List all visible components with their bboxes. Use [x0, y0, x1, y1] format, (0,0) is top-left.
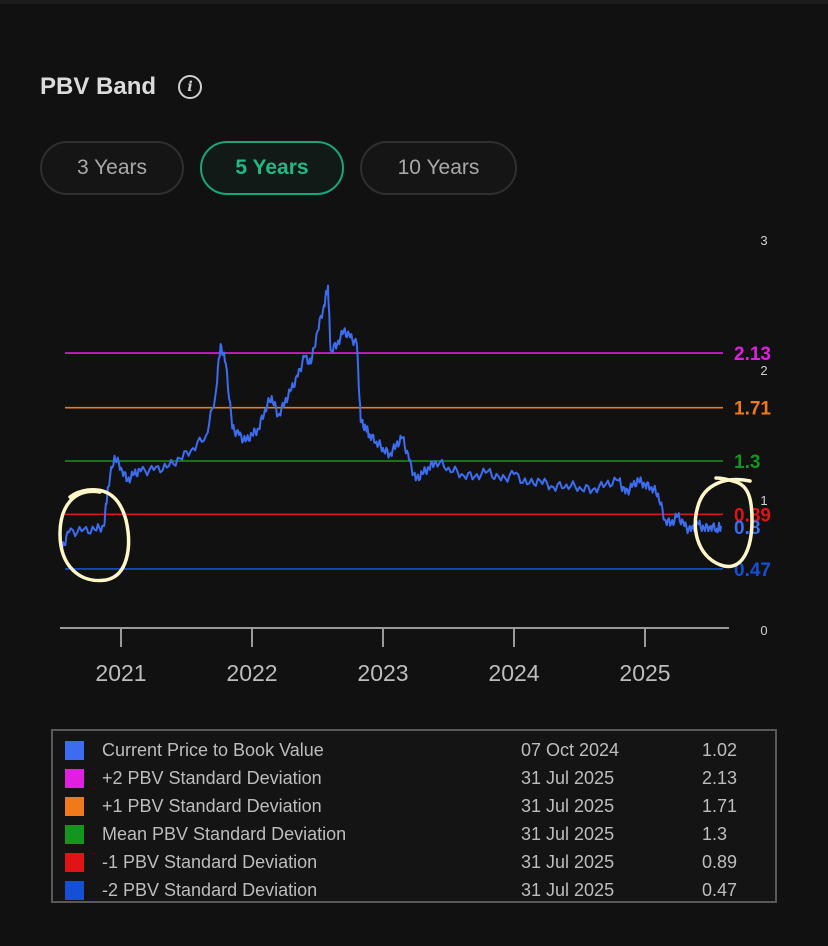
legend-label: -2 PBV Standard Deviation	[102, 880, 318, 900]
band-label-plus1: 1.71	[734, 399, 771, 420]
legend-row-plus1: +1 PBV Standard Deviation 31 Jul 2025 1.71	[53, 791, 775, 819]
y-tick-label: 1	[760, 493, 767, 508]
legend-label: +1 PBV Standard Deviation	[102, 796, 322, 816]
tab-label: 3 Years	[76, 156, 148, 179]
band-label-mean: 1.3	[734, 452, 760, 473]
annotation-circles	[58, 476, 754, 583]
x-tick-label: 2021	[95, 660, 146, 686]
legend-swatch	[65, 853, 84, 872]
legend-label: Mean PBV Standard Deviation	[102, 824, 347, 844]
legend-swatch	[65, 825, 84, 844]
legend-row-current: Current Price to Book Value 07 Oct 2024 1.…	[53, 735, 775, 763]
legend-label: Current Price to Book Value	[102, 740, 324, 760]
series-layer	[61, 284, 722, 550]
tab-label: 10 Years	[397, 156, 480, 179]
legend-value: 1.71	[702, 796, 738, 816]
band-label-plus2: 2.13	[734, 344, 771, 365]
x-tick-label: 2023	[357, 660, 408, 686]
band-lines	[65, 352, 723, 570]
legend-value: 2.13	[702, 768, 738, 788]
x-tick-label: 2024	[488, 660, 539, 686]
y-tick-label: 2	[760, 363, 767, 378]
legend-row-plus2: +2 PBV Standard Deviation 31 Jul 2025 2.13	[53, 763, 775, 791]
legend-swatch	[65, 797, 84, 816]
band-labels: 2.131.711.30.890.470.8	[734, 344, 771, 581]
legend-row-minus1: -1 PBV Standard Deviation 31 Jul 2025 0.89	[53, 847, 775, 875]
legend-swatch	[65, 881, 84, 900]
legend-table: Current Price to Book Value 07 Oct 2024 1.…	[51, 729, 777, 903]
tab-3-years[interactable]: 3 Years	[40, 141, 184, 195]
legend-date: 31 Jul 2025	[521, 852, 615, 872]
y-axis-ticks: 0 1 2 3	[760, 233, 767, 638]
legend-value: 1.3	[702, 824, 728, 844]
legend-swatch	[65, 741, 84, 760]
page-title: PBV Band	[40, 73, 157, 100]
series-line-current-pbv	[61, 284, 722, 550]
legend-label: +2 PBV Standard Deviation	[102, 768, 322, 788]
annotation-circle-right	[693, 476, 754, 569]
annotation-circle-left	[58, 488, 131, 583]
legend-date: 07 Oct 2024	[521, 740, 620, 760]
tab-10-years[interactable]: 10 Years	[360, 141, 517, 195]
x-axis: 2021 2022 2023 2024 2025	[60, 627, 729, 686]
legend-value: 0.47	[702, 880, 738, 900]
x-tick-label: 2022	[226, 660, 277, 686]
legend-label: -1 PBV Standard Deviation	[102, 852, 318, 872]
legend-swatch	[65, 769, 84, 788]
x-tick-label: 2025	[619, 660, 670, 686]
header: PBV Band i	[40, 70, 203, 104]
info-icon[interactable]: i	[178, 75, 203, 99]
legend-date: 31 Jul 2025	[521, 880, 615, 900]
band-label-minus2: 0.47	[734, 560, 771, 581]
tab-5-years[interactable]: 5 Years	[200, 141, 344, 195]
legend-value: 0.89	[702, 852, 738, 872]
current-value-label: 0.8	[734, 518, 760, 539]
top-strip	[0, 0, 828, 4]
y-tick-label: 3	[760, 233, 767, 248]
tab-label: 5 Years	[235, 156, 309, 179]
legend-row-mean: Mean PBV Standard Deviation 31 Jul 2025 1.…	[53, 819, 775, 847]
y-tick-label: 0	[760, 623, 767, 638]
legend-date: 31 Jul 2025	[521, 796, 615, 816]
legend-date: 31 Jul 2025	[521, 768, 615, 788]
legend-date: 31 Jul 2025	[521, 824, 615, 844]
legend-value: 1.02	[702, 740, 738, 760]
legend-row-minus2: -2 PBV Standard Deviation 31 Jul 2025 0.47	[53, 875, 775, 903]
